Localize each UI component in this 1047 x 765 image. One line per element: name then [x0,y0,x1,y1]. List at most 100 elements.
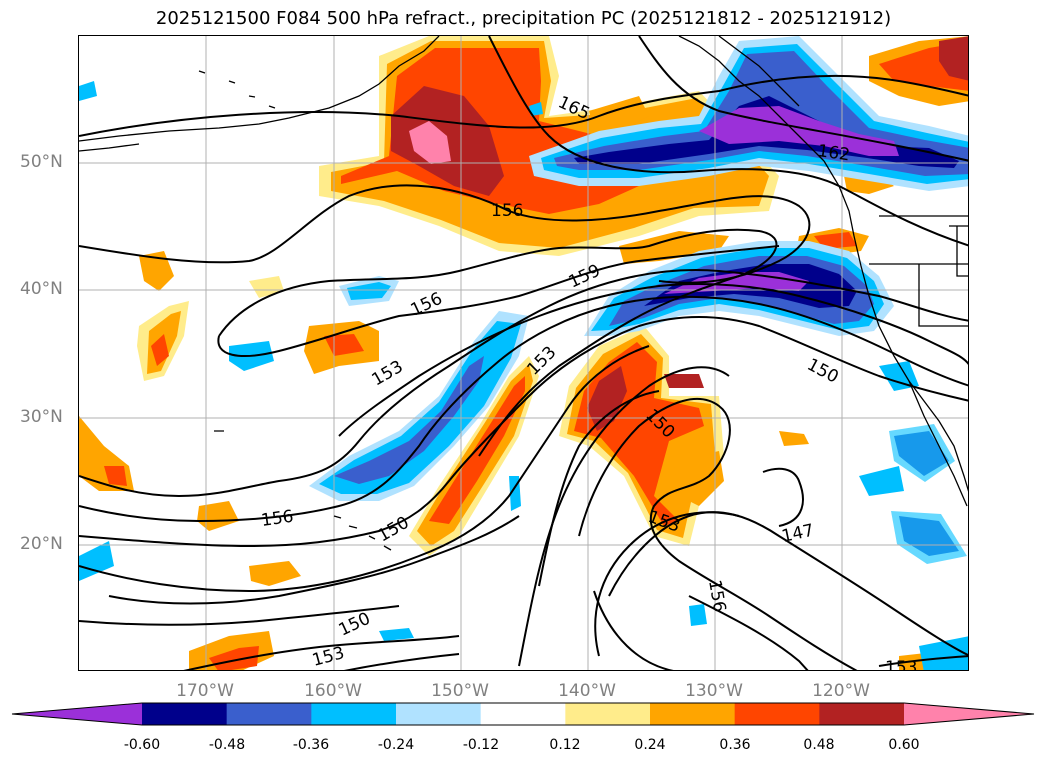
contour-label: 156 [260,507,295,531]
colorbar-segment [311,703,397,725]
shade-red [814,232,857,249]
shade-sky [891,511,967,564]
colorbar-segment [480,703,566,725]
lon-label: 140°W [558,681,616,701]
lat-label: 20°N [20,534,63,554]
contour-line [79,74,968,137]
colorbar-segment [650,703,736,725]
alaska-panhandle-coast [718,36,800,107]
map-panel: 165 162 156 156 159 153 153 150 150 156 … [78,35,969,671]
contour-line [638,36,968,162]
contour-label: 156 [491,201,523,221]
colorbar-tick: -0.36 [292,737,330,753]
shade-sky [879,361,919,391]
state-borders [869,215,968,327]
map-title: 2025121500 F084 500 hPa refract., precip… [155,8,892,29]
contour-label: 156 [408,289,446,321]
shade-sky [919,636,968,670]
contour-line [108,515,520,605]
lon-label: 160°W [304,681,362,701]
contour-label: 156 [704,578,729,613]
contour-line [688,595,809,670]
shade-sky [509,476,521,511]
alaska-coast [79,143,140,152]
shade-sky [79,81,97,101]
contour-line [79,605,400,626]
islands [198,70,276,432]
shade-sky [689,604,707,626]
contour-label: 150 [804,355,842,388]
shade-orange [779,431,809,446]
colorbar-tick: 0.60 [888,737,920,753]
shade-sky [859,466,904,496]
lon-label: 150°W [431,681,489,701]
contour-label: 162 [816,141,851,165]
colorbar-tick: 0.12 [549,737,581,753]
colorbar-extend-high [904,703,1034,725]
contour-line [518,366,730,667]
shade-sky [79,541,114,581]
contour-line [218,228,778,457]
colorbar-segment [396,703,482,725]
lon-label: 170°W [176,681,234,701]
contour-line [79,295,968,523]
shade-orange [619,231,729,264]
baja-coast [908,380,968,507]
shade-red [104,466,127,486]
contour-line [488,36,968,247]
lat-label: 30°N [20,407,63,427]
bc-coast [823,160,855,237]
colorbar-extend-low [12,703,142,725]
shade-sky [889,424,955,482]
shade-red [151,334,169,366]
contour-line [594,511,740,657]
contour-label: 159 [566,261,604,293]
shaded-positive [79,36,968,670]
contour-line [593,590,675,670]
contour-line [762,467,804,527]
colorbar-tick: 0.36 [719,737,751,753]
shade-orange [197,501,239,531]
shade-dark [939,36,968,81]
shade-sky [379,628,414,641]
colorbar-tick: 0.24 [634,737,666,753]
shade-orange [249,561,301,586]
contour-line [878,655,968,667]
shade-sky [529,102,543,116]
shade-dark [664,374,704,388]
contour-line [608,511,968,657]
shade-orange [139,251,174,291]
coastlines [79,36,968,551]
colorbar-tick: -0.60 [123,737,161,753]
contour-line [79,184,811,284]
colorbar-tick: -0.12 [462,737,500,753]
lat-label: 40°N [20,279,63,299]
lon-label: 130°W [685,681,743,701]
colorbar-segment [142,703,228,725]
colorbar-segment [226,703,312,725]
contour-line [79,345,650,593]
shade-sky [319,321,521,494]
colorbar [11,702,1035,726]
contour-label: 153 [369,357,407,391]
hawaii-coast [333,515,392,551]
colorbar-segment [734,703,820,725]
shade-orange [674,451,724,506]
contour-line [79,316,968,548]
colorbar-tick: -0.24 [377,737,415,753]
contour-line [344,653,460,670]
colorbar-tick: 0.48 [803,737,835,753]
contour-line [578,397,858,670]
lat-label: 50°N [20,152,63,172]
refractivity-contours [79,36,968,670]
shade-orange [249,276,284,298]
shade-pink [409,121,451,164]
shaded-negative [79,36,968,670]
colorbar-tick: -0.48 [208,737,246,753]
map-canvas: 165 162 156 156 159 153 153 150 150 156 … [79,36,968,670]
colorbar-outline [11,702,1035,726]
shade-sky [347,282,391,300]
colorbar-segment [819,703,905,725]
contour-line [79,269,968,498]
colorbar-segment [565,703,651,725]
